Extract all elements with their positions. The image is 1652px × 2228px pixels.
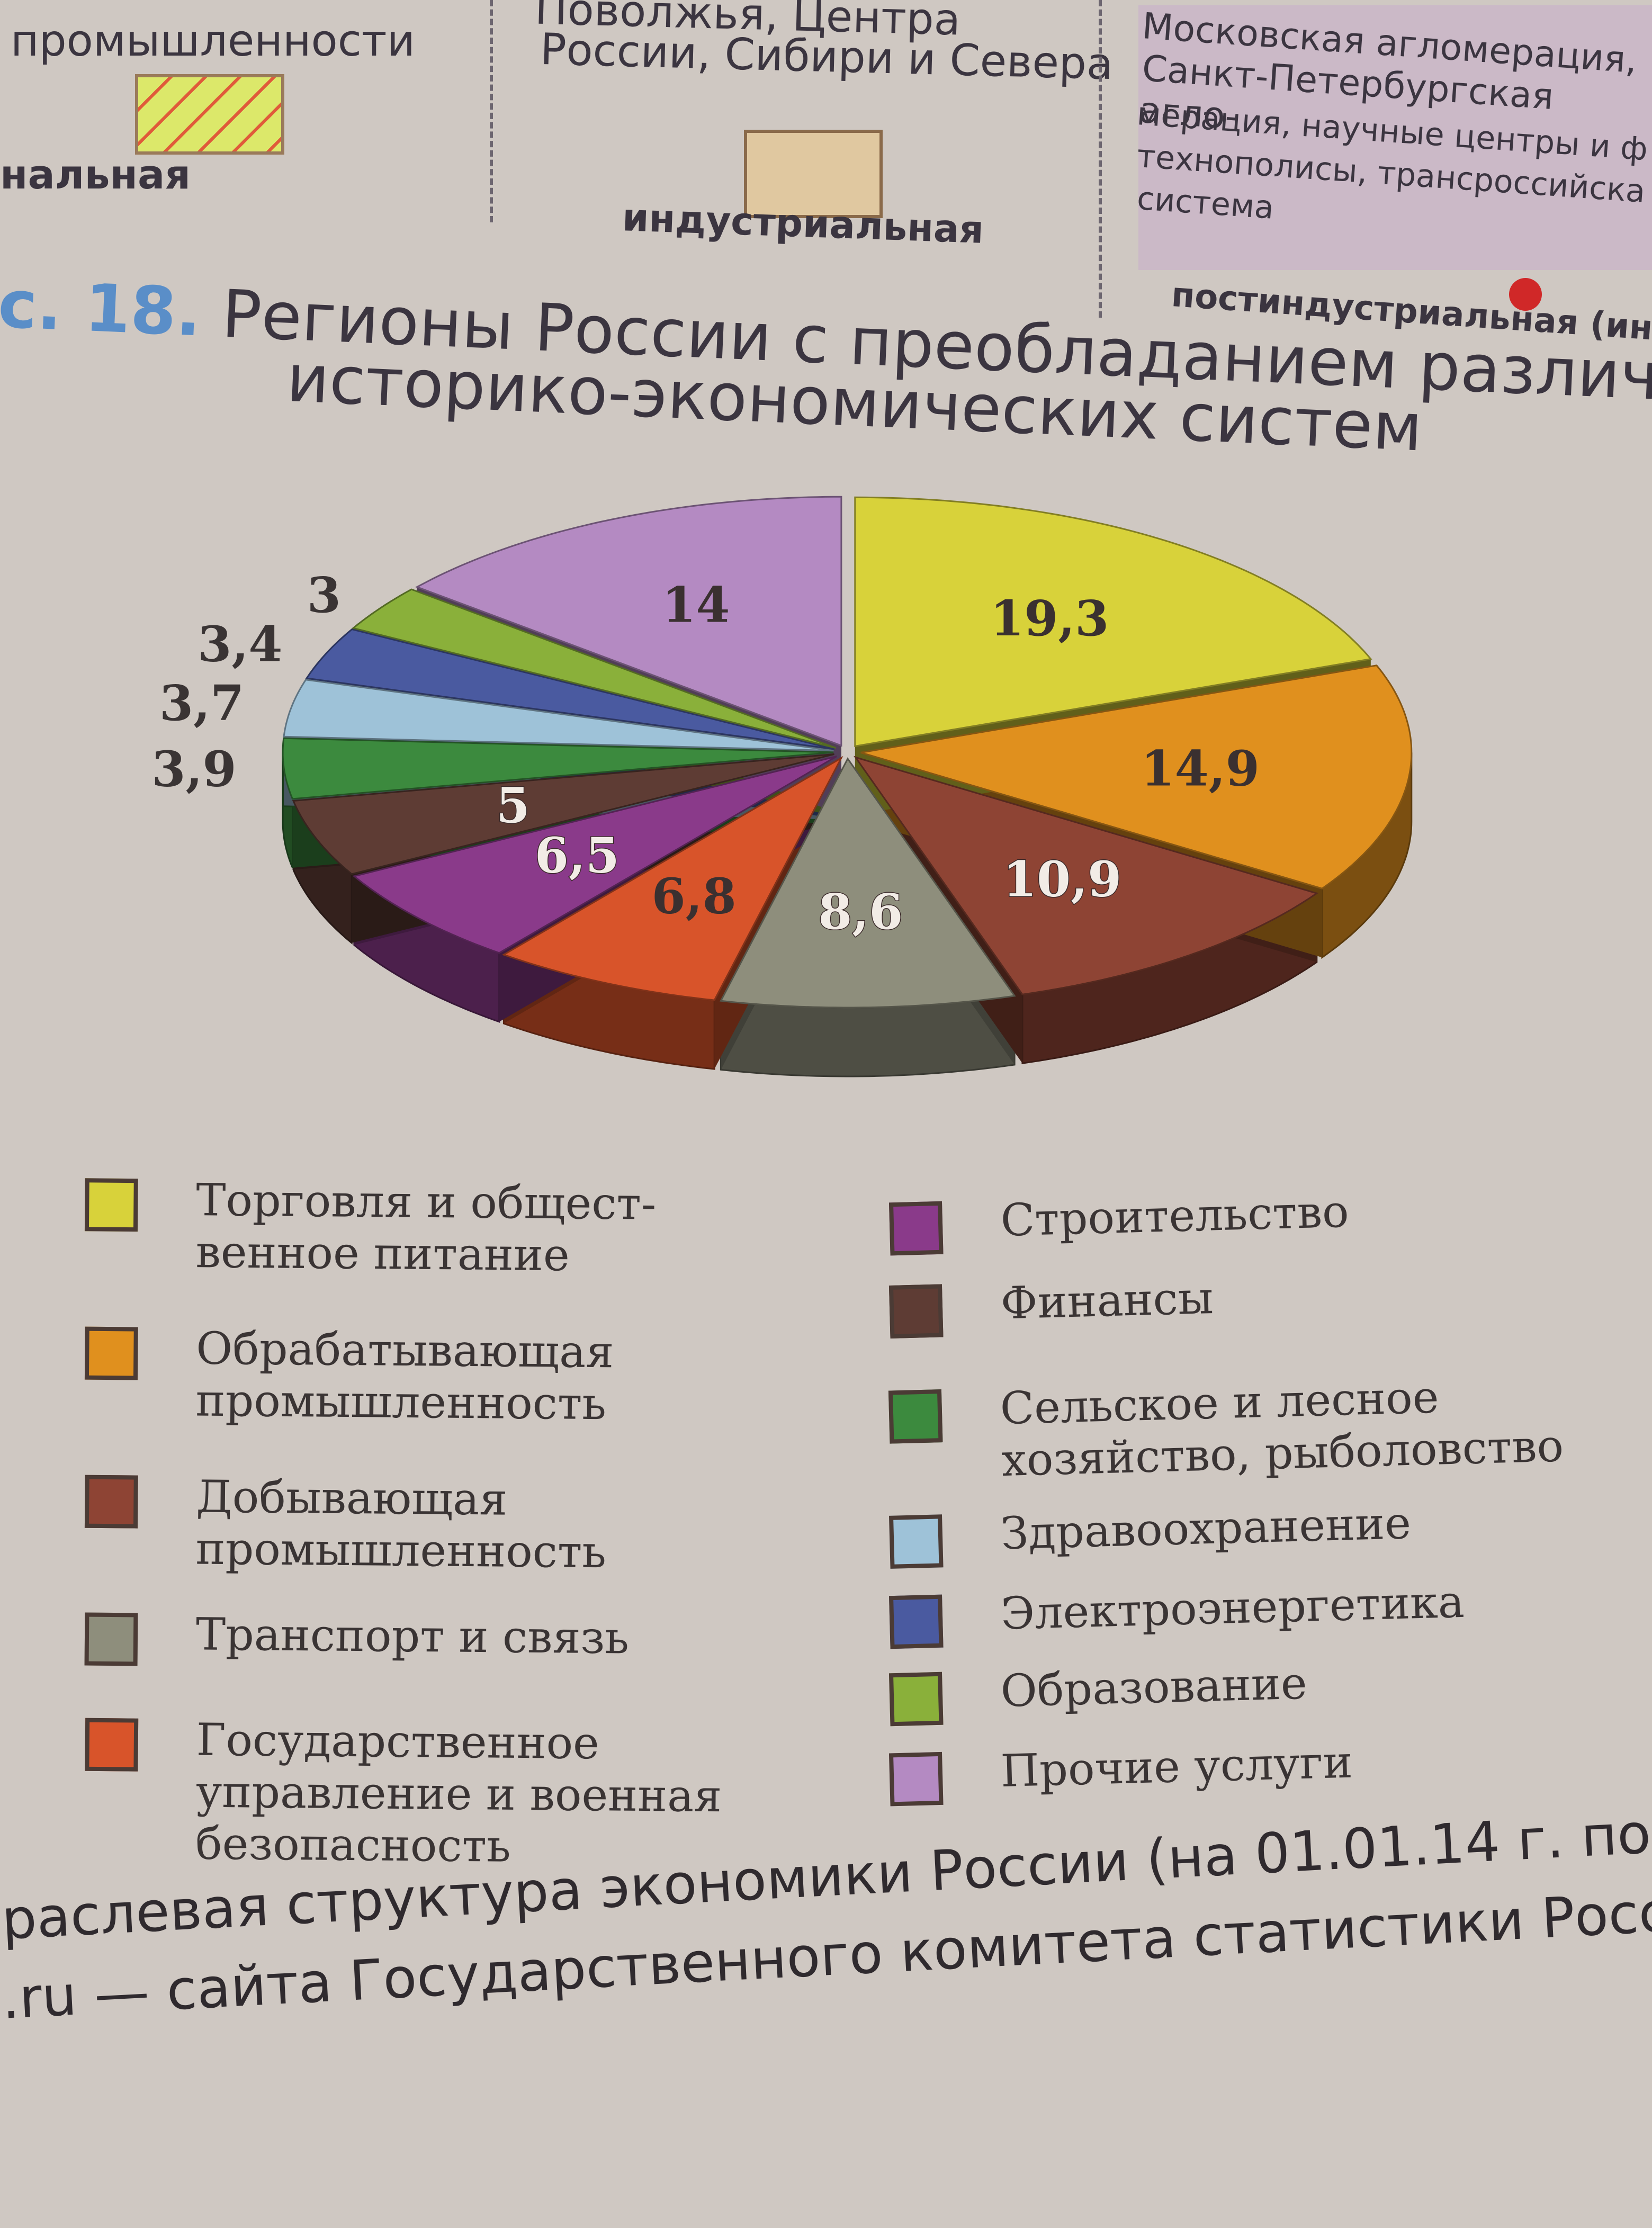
col1-text: промышленности [11,16,415,66]
col2-label: индустриальная [621,195,985,252]
pie-slice-4 [720,757,1016,1009]
data-label-7: 5 [496,777,530,834]
column-divider [490,0,493,222]
legend-swatch [888,1751,944,1807]
legend-swatch [889,1594,944,1649]
legend-swatch [888,1389,943,1444]
legend-label-line: Электроэнергетика [1000,1575,1465,1640]
legend-swatch [888,1201,944,1256]
legend-label-line: промышленность [195,1522,607,1578]
pie-slice-7 [292,753,834,875]
pie-slice-1 [854,496,1372,748]
legend-swatch [84,1326,138,1380]
legend-swatch [84,1178,138,1232]
legend-swatch [888,1284,944,1338]
legend-label: Строительство [1000,1185,1350,1246]
legend-label-line: Образование [1000,1657,1308,1717]
legend-label-line: управление и военная [195,1765,722,1822]
legend-item: Обрабатывающая промышленность [84,1322,614,1430]
legend-label-line: Государственное [196,1713,600,1769]
industrial-swatch [744,130,883,218]
legend-label-line: Здравоохранение [1000,1497,1412,1560]
legend-label: Финансы [1000,1272,1214,1329]
data-label-3: 10,9 [1003,850,1121,908]
legend-label-line: Прочие услуги [1000,1736,1353,1797]
legend-item: Добывающая промышленность [84,1470,607,1578]
pie-slice-2 [860,664,1413,890]
legend-item: Финансы [888,1272,1214,1338]
legend-label-line: Строительство [1000,1185,1350,1246]
legend-label: Электроэнергетика [1000,1576,1465,1640]
legend-label: Сельское и лесное хозяйство, рыболовство [1000,1368,1565,1486]
figure-number: с. 18. [0,266,203,352]
legend-label-line: венное питание [195,1226,570,1281]
data-label-1: 19,3 [990,590,1109,647]
legend-label-line: Финансы [1000,1272,1214,1329]
pie-slice-6 [352,755,837,954]
col2-line2: России, Сибири и Севера [539,24,1114,90]
legend-item: Государственное управление и военная безоп… [84,1713,723,1874]
data-label-12: 14 [662,577,730,634]
legend-swatch [84,1475,138,1529]
pie-slice-12 [415,496,842,747]
legend-label: Торговля и общест-венное питание [195,1174,657,1282]
legend-swatch [888,1514,944,1569]
legend-item: Электроэнергетика [889,1576,1465,1649]
column-divider [1099,0,1102,318]
data-label-2: 14,9 [1141,740,1260,797]
pie-slice-11 [351,588,837,749]
legend-label-line: Торговля и общест- [196,1174,657,1230]
data-label-5: 6,8 [652,868,737,925]
pie-slice-9 [283,679,834,752]
data-label-10: 3,4 [197,615,282,672]
legend-label: Здравоохранение [1000,1497,1412,1559]
legend-label-line: Обрабатывающая [196,1322,614,1378]
legend-item: Прочие услуги [888,1736,1353,1807]
red-dot-marker [1509,278,1542,311]
legend-item: Здравоохранение [888,1497,1412,1569]
legend-label: Добывающая промышленность [195,1471,607,1578]
legend-label: Государственное управление и военная безоп… [195,1714,723,1874]
legend-label: Транспорт и связь [196,1608,630,1664]
col1-label: нальная [0,151,191,198]
legend-item: Образование [888,1657,1308,1727]
legend-label: Обрабатывающая промышленность [195,1322,614,1430]
pie-chart: 19,3 14,9 10,9 8,6 6,8 6,55 3,9 3,73,4 3 14 [151,496,1413,1077]
data-label-8: 3,9 [151,741,236,798]
legend-swatch [84,1612,138,1666]
pie-slice-5 [501,756,843,1001]
legend-swatch [888,1672,944,1727]
data-label-4: 8,6 [818,883,903,940]
legend-label-line: Добывающая [196,1470,508,1525]
pie-slice-3 [853,756,1319,995]
legend-item: Сельское и лесное хозяйство, рыболовство [888,1368,1565,1489]
data-label-11: 3 [307,567,341,624]
legend-label-line: промышленность [195,1374,607,1430]
col3-block: Московская агломерация, Санкт-Петербургс… [1136,5,1652,270]
data-label-6: 6,5 [535,827,620,884]
data-label-9: 3,7 [159,675,244,732]
legend-item: Транспорт и связь [84,1607,630,1670]
legend-item: Строительство [888,1185,1350,1256]
pie-slice-10 [305,628,835,750]
hatched-swatch [135,74,284,155]
legend-label-line: Транспорт и связь [195,1608,630,1664]
legend-label: Прочие услуги [1000,1736,1353,1797]
col3-line-5: система [1136,180,1276,227]
legend-label: Образование [1000,1657,1308,1717]
pie-slice-8 [282,737,834,800]
legend-swatch [85,1718,139,1772]
previous-figure-fragment: промышленности нальная Поволжья, Центра … [0,0,1652,351]
legend-item: Торговля и общест-венное питание [84,1173,657,1281]
